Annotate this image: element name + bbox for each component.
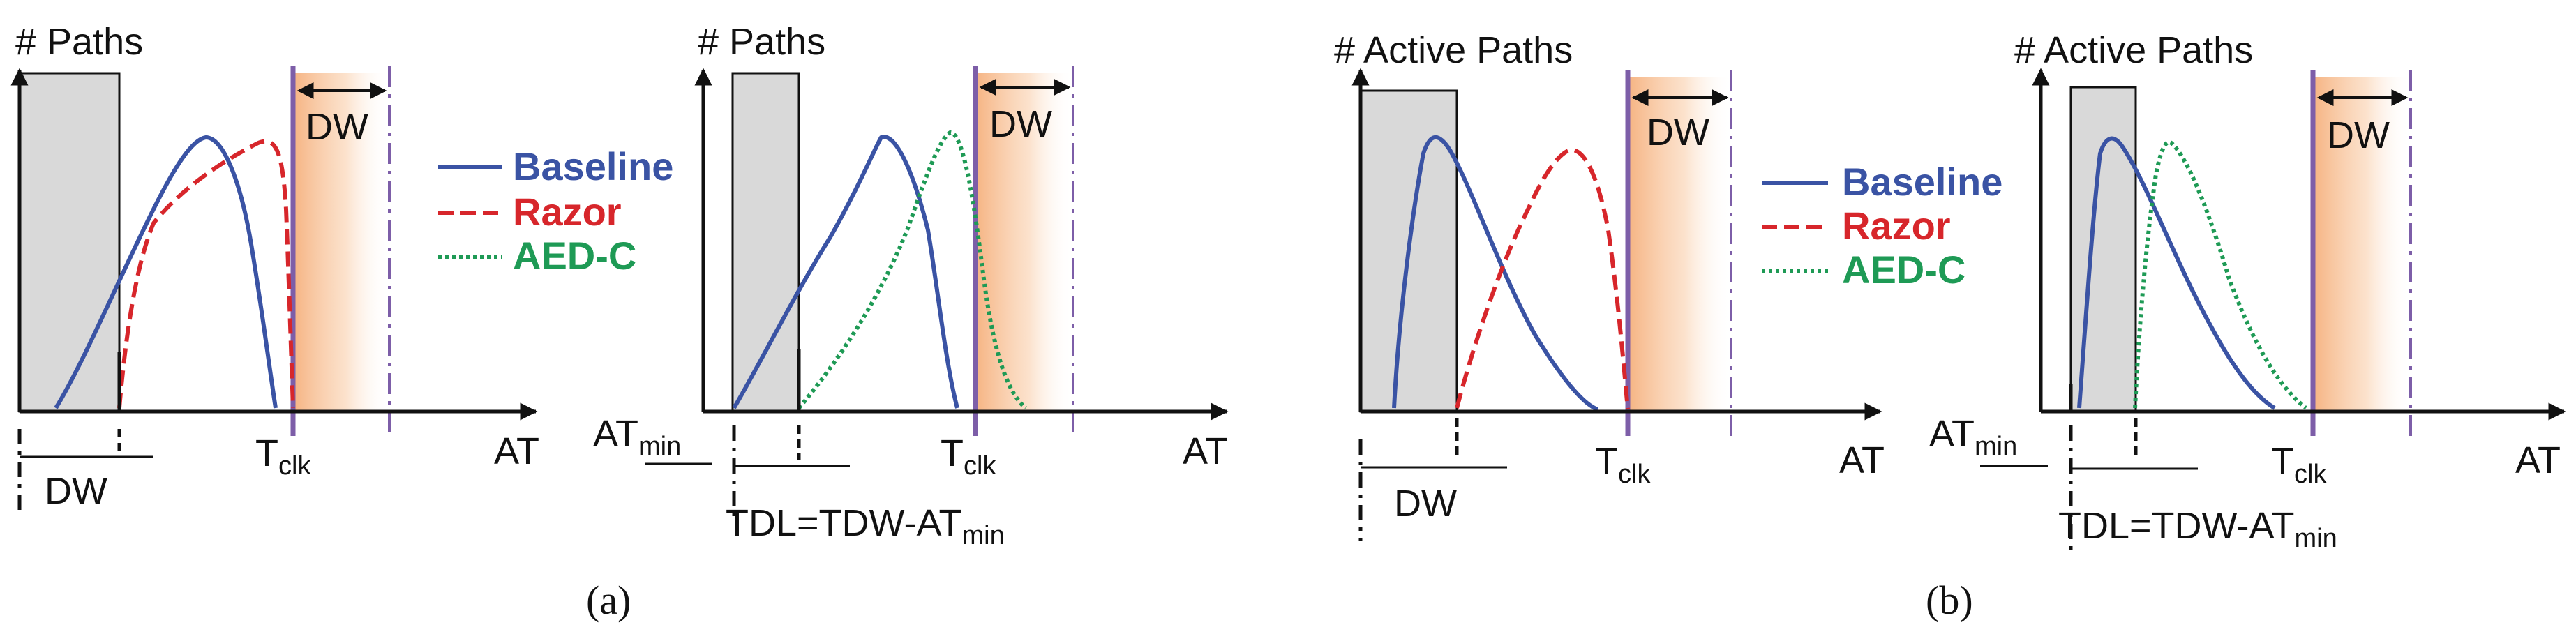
detection-window-shade — [293, 73, 389, 412]
bottom-dw-label: DW — [45, 470, 107, 512]
y-axis-label: # Active Paths — [2014, 29, 2253, 71]
aedc-curve — [797, 130, 1027, 410]
baseline-curve — [54, 135, 278, 409]
legend-aedc-label: AED-C — [1842, 248, 1965, 292]
legend-razor-label: Razor — [513, 190, 622, 234]
detection-window-shade — [975, 73, 1073, 412]
caption-a: (a) — [586, 578, 631, 623]
tclk-label: Tclk — [255, 432, 311, 481]
legend-aedc-label: AED-C — [513, 234, 636, 278]
detection-window-shade — [1628, 77, 1731, 412]
atmin-label: ATmin — [593, 413, 681, 461]
dw-top-label: DW — [2327, 114, 2390, 156]
x-axis-label: AT — [494, 430, 539, 472]
legend-b: Baseline Razor AED-C — [1762, 160, 2002, 292]
razor-curve — [1455, 147, 1630, 410]
y-axis-label: # Paths — [698, 21, 825, 63]
bottom-dw-label: DW — [1394, 483, 1457, 525]
gray-window-box — [731, 72, 800, 413]
dw-top-label: DW — [1647, 112, 1709, 153]
razor-curve — [117, 139, 295, 409]
dw-top-label: DW — [306, 106, 368, 148]
aedc-curve — [2133, 139, 2307, 410]
y-axis-label: # Paths — [15, 21, 143, 63]
panel-a-plot-1: DW # Paths AT Tclk DW — [10, 21, 539, 516]
panel-a-plot-2: DW # Paths AT Tclk ATmin TDL=TDW-ATmin — [593, 21, 1229, 550]
panel-b-plot-1: DW # Active Paths AT Tclk DW — [1334, 29, 1885, 541]
y-axis-label: # Active Paths — [1334, 29, 1573, 71]
legend-baseline-label: Baseline — [513, 144, 673, 188]
baseline-curve — [2077, 136, 2276, 410]
x-axis-label: AT — [2515, 439, 2561, 481]
tdl-label: TDL=TDW-ATmin — [2058, 505, 2337, 553]
tclk-label: Tclk — [941, 432, 996, 481]
x-axis-label: AT — [1839, 439, 1885, 481]
atmin-label: ATmin — [1929, 413, 2017, 461]
dw-top-label: DW — [989, 103, 1052, 145]
legend-baseline-label: Baseline — [1842, 160, 2002, 204]
gray-window-box — [18, 72, 121, 413]
panel-b-plot-2: DW # Active Paths AT Tclk ATmin TDL=TDW-… — [1929, 29, 2566, 553]
caption-b: (b) — [1926, 578, 1973, 623]
baseline-curve — [732, 135, 959, 409]
legend-a: Baseline Razor AED-C — [438, 144, 673, 278]
tdl-label: TDL=TDW-ATmin — [726, 502, 1005, 550]
legend-razor-label: Razor — [1842, 204, 1951, 248]
baseline-curve — [1392, 135, 1599, 412]
x-axis-label: AT — [1183, 430, 1228, 472]
tclk-label: Tclk — [1595, 441, 1651, 489]
detection-window-shade — [2313, 77, 2411, 412]
tclk-label: Tclk — [2271, 441, 2327, 489]
